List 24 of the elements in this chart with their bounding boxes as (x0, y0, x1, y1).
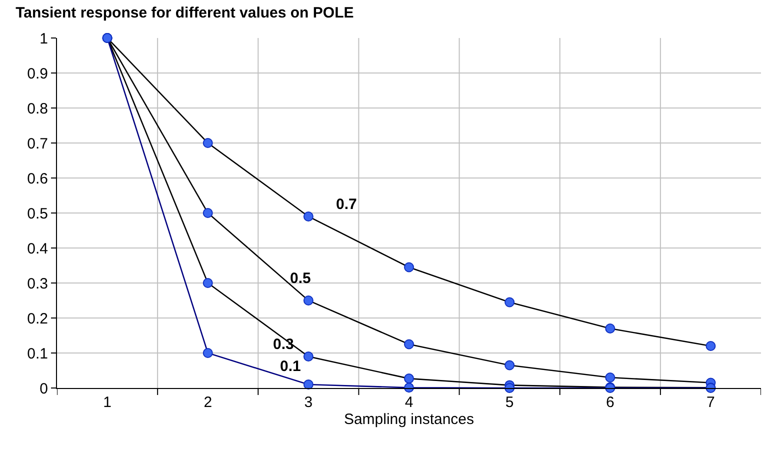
x-tick-label: 4 (404, 394, 414, 411)
x-axis-title: Sampling instances (344, 411, 474, 428)
y-tick-label: 0.3 (27, 275, 48, 292)
x-tick-label: 3 (304, 394, 313, 411)
y-tick-label: 0 (40, 380, 48, 398)
x-tick-label: 7 (706, 394, 715, 411)
series-label: 0.1 (280, 358, 301, 375)
series-label: 0.7 (336, 196, 357, 213)
series-label: 0.3 (273, 336, 294, 353)
y-tick-label: 0.9 (27, 65, 48, 82)
y-tick-label: 0.1 (27, 345, 48, 362)
y-tick-label: 0.7 (27, 135, 48, 152)
y-tick-label: 1 (40, 30, 48, 48)
y-tick-label: 0.8 (27, 100, 48, 118)
x-tick-label: 6 (606, 394, 614, 411)
x-tick-label: 1 (103, 394, 112, 411)
chart-title: Tansient response for different values on POLE (16, 4, 354, 22)
y-tick-label: 0.5 (27, 205, 48, 222)
series-label: 0.5 (290, 270, 311, 287)
x-tick-label: 5 (505, 394, 514, 411)
y-tick-label: 0.4 (27, 240, 48, 258)
y-tick-label: 0.6 (27, 170, 48, 188)
x-tick-label: 2 (204, 394, 212, 411)
y-tick-label: 0.2 (27, 310, 48, 328)
